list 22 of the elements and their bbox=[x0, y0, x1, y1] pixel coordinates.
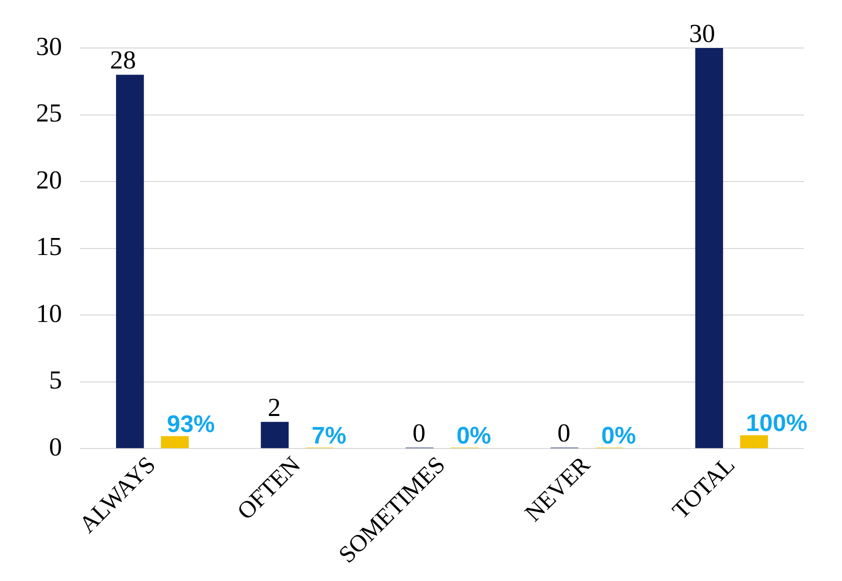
y-tick-label: 0 bbox=[49, 432, 62, 462]
bar bbox=[740, 435, 768, 448]
data-label: 0 bbox=[412, 418, 426, 448]
y-tick-label: 5 bbox=[49, 366, 62, 395]
data-label: 0% bbox=[456, 422, 492, 450]
bar bbox=[695, 48, 724, 448]
y-tick-label: 20 bbox=[36, 165, 62, 194]
bar bbox=[260, 422, 289, 448]
y-tick-label: 30 bbox=[36, 32, 62, 61]
data-label: 28 bbox=[110, 46, 136, 75]
data-label: 2 bbox=[268, 392, 281, 422]
y-tick-label: 15 bbox=[36, 232, 62, 262]
data-label: 0 bbox=[557, 418, 570, 448]
bar bbox=[116, 74, 144, 448]
data-label: 93% bbox=[166, 411, 215, 438]
data-label: 0% bbox=[601, 422, 636, 450]
bar bbox=[160, 436, 189, 448]
data-label: 100% bbox=[746, 410, 808, 438]
data-label: 30 bbox=[689, 19, 716, 48]
y-tick-label: 25 bbox=[36, 98, 62, 128]
data-label: 7% bbox=[312, 422, 346, 450]
y-tick-label: 10 bbox=[36, 298, 62, 328]
